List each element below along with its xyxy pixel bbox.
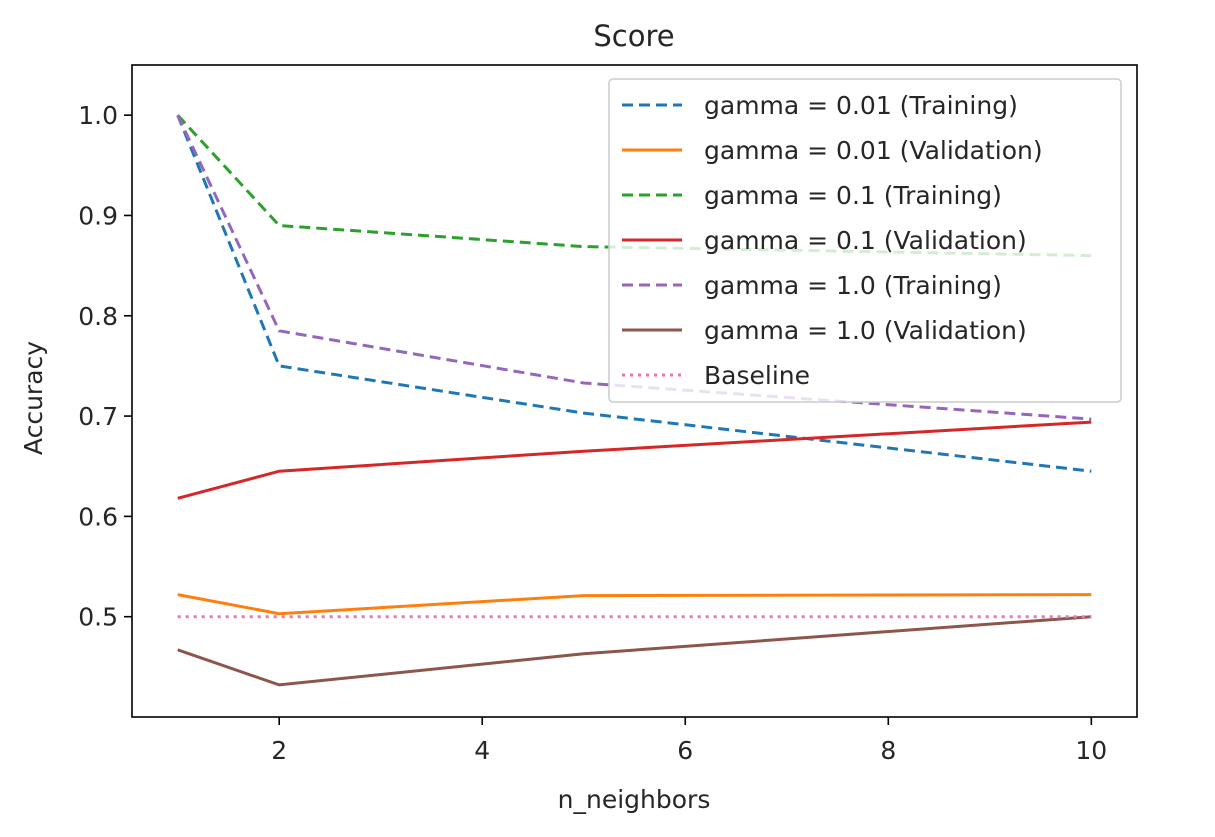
legend-box xyxy=(608,78,1122,403)
axes-frame xyxy=(131,64,1138,718)
y-axis-label: Accuracy xyxy=(19,341,48,455)
x-tick-label: 2 xyxy=(271,736,287,765)
legend: gamma = 0.01 (Training) gamma = 0.01 (Val… xyxy=(608,78,1122,403)
legend-label-5: gamma = 1.0 (Training) xyxy=(704,271,1002,300)
legend-label-4: gamma = 0.1 (Validation) xyxy=(704,226,1027,255)
y-tick-label: 0.5 xyxy=(78,603,118,632)
y-tick-label: 0.6 xyxy=(78,502,118,531)
x-tick-label: 6 xyxy=(677,736,693,765)
legend-label-3: gamma = 0.1 (Training) xyxy=(704,181,1002,210)
chart-title: Score xyxy=(593,19,674,53)
y-tick-label: 0.7 xyxy=(78,402,118,431)
y-tick-label: 1.0 xyxy=(78,101,118,130)
series-line-6 xyxy=(177,615,1092,687)
x-axis-label: n_neighbors xyxy=(558,785,711,814)
series-line-3 xyxy=(176,114,1092,258)
series-line-1 xyxy=(176,114,1092,473)
legend-label-2: gamma = 0.01 (Validation) xyxy=(704,136,1043,165)
y-tick-label: 0.8 xyxy=(78,302,118,331)
x-tick-label: 4 xyxy=(474,736,490,765)
series-line-2 xyxy=(177,593,1092,616)
x-tick-label: 10 xyxy=(1075,736,1107,765)
legend-label-7: Baseline xyxy=(704,361,810,390)
y-tick-label: 0.9 xyxy=(78,201,118,230)
legend-label-6: gamma = 1.0 (Validation) xyxy=(704,316,1027,345)
axes: 2 4 6 8 10 0.5 0.6 0.7 0.8 0.9 1.0 xyxy=(78,64,1138,765)
legend-label-1: gamma = 0.01 (Training) xyxy=(704,91,1018,120)
series-line-4 xyxy=(177,420,1092,500)
x-tick-label: 8 xyxy=(880,736,896,765)
